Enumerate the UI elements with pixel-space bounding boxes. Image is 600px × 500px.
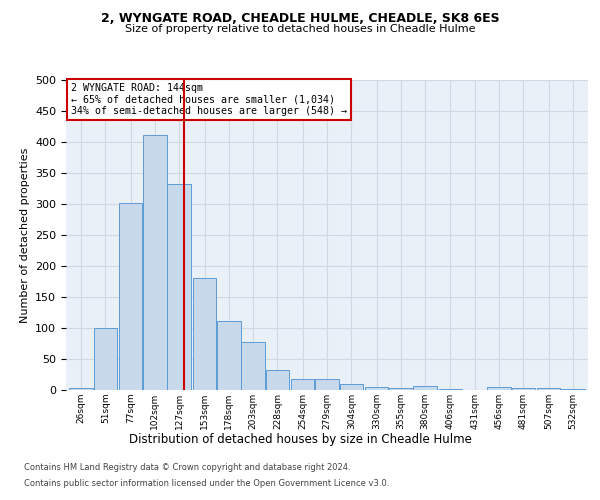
Bar	[561, 389, 585, 390]
Bar	[266, 370, 289, 390]
Text: Contains public sector information licensed under the Open Government Licence v3: Contains public sector information licen…	[24, 478, 389, 488]
Bar	[413, 386, 437, 390]
Bar	[389, 388, 413, 390]
Bar	[291, 379, 314, 390]
Text: 2, WYNGATE ROAD, CHEADLE HULME, CHEADLE, SK8 6ES: 2, WYNGATE ROAD, CHEADLE HULME, CHEADLE,…	[101, 12, 499, 26]
Text: 2 WYNGATE ROAD: 144sqm
← 65% of detached houses are smaller (1,034)
34% of semi-: 2 WYNGATE ROAD: 144sqm ← 65% of detached…	[71, 83, 347, 116]
Bar	[487, 387, 511, 390]
Bar	[365, 387, 388, 390]
Bar	[69, 388, 93, 390]
Bar	[167, 184, 191, 390]
Bar	[340, 384, 363, 390]
Bar	[512, 388, 535, 390]
Text: Size of property relative to detached houses in Cheadle Hulme: Size of property relative to detached ho…	[125, 24, 475, 34]
Bar	[94, 328, 117, 390]
Bar	[537, 388, 560, 390]
Bar	[241, 342, 265, 390]
Bar	[315, 379, 339, 390]
Text: Contains HM Land Registry data © Crown copyright and database right 2024.: Contains HM Land Registry data © Crown c…	[24, 464, 350, 472]
Text: Distribution of detached houses by size in Cheadle Hulme: Distribution of detached houses by size …	[128, 432, 472, 446]
Bar	[193, 278, 217, 390]
Y-axis label: Number of detached properties: Number of detached properties	[20, 148, 29, 322]
Bar	[143, 134, 167, 390]
Bar	[217, 320, 241, 390]
Bar	[119, 203, 142, 390]
